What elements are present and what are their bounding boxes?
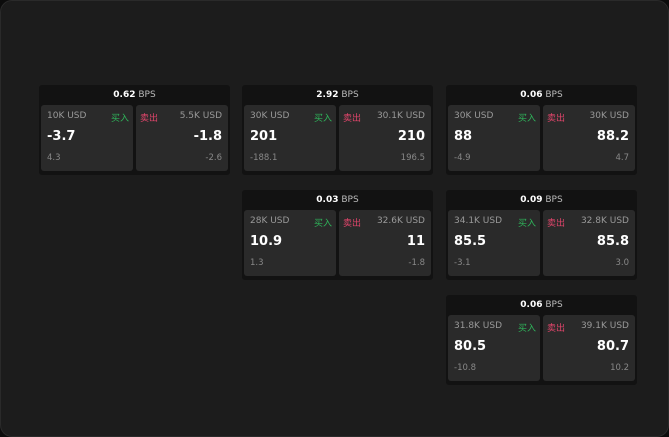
ask-price: 210 [397,129,425,144]
bid-price: -3.7 [47,129,76,144]
buy-button[interactable]: 10K USD 买入 -3.7 4.3 [41,105,133,171]
bid-change: 1.3 [250,258,264,268]
ask-change: -1.8 [408,258,425,268]
bid-quantity: 10K USD [47,111,87,121]
ask-quantity: 32.8K USD [580,216,629,226]
spread-unit: BPS [545,300,563,310]
spread-unit: BPS [138,90,156,100]
ask-price: -1.8 [193,129,222,144]
spread-value: 2.92 [316,90,339,100]
buy-button[interactable]: 34.1K USD 买入 85.5 -3.1 [448,210,540,276]
buy-label: 买入 [517,114,536,124]
quote-card: 0.09 BPS 34.1K USD 买入 85.5 -3.1 卖出 32.8K… [446,190,637,280]
spread-header: 0.06 BPS [446,85,637,105]
spread-unit: BPS [341,195,359,205]
buy-label: 买入 [517,219,536,229]
spread-value: 0.06 [520,90,543,100]
bid-price: 80.5 [454,339,487,354]
bid-price: 85.5 [454,234,487,249]
bid-change: -4.9 [454,153,471,163]
buy-button[interactable]: 31.8K USD 买入 80.5 -10.8 [448,315,540,381]
sell-label: 卖出 [343,114,362,124]
spread-header: 0.09 BPS [446,190,637,210]
ask-change: 3.0 [615,258,629,268]
bid-quantity: 30K USD [454,111,494,121]
spread-value: 0.62 [113,90,136,100]
quote-card: 0.03 BPS 28K USD 买入 10.9 1.3 卖出 32.6K US… [242,190,433,280]
spread-header: 0.03 BPS [242,190,433,210]
bid-change: -188.1 [250,153,278,163]
spread-header: 0.06 BPS [446,295,637,315]
sell-label: 卖出 [140,114,159,124]
spread-header: 2.92 BPS [242,85,433,105]
ask-price: 80.7 [596,339,629,354]
ask-change: 4.7 [615,153,629,163]
bid-quantity: 30K USD [250,111,290,121]
sell-button[interactable]: 卖出 32.8K USD 85.8 3.0 [543,210,635,276]
bid-change: -3.1 [454,258,471,268]
ask-change: -2.6 [205,153,222,163]
quote-card: 0.06 BPS 31.8K USD 买入 80.5 -10.8 卖出 39.1… [446,295,637,385]
bid-quantity: 34.1K USD [454,216,503,226]
sell-label: 卖出 [547,219,566,229]
spread-header: 0.62 BPS [39,85,230,105]
spread-unit: BPS [545,195,563,205]
ask-change: 10.2 [610,363,629,373]
ask-price: 11 [406,234,425,249]
buy-label: 买入 [110,114,129,124]
ask-quantity: 32.6K USD [376,216,425,226]
bid-quantity: 28K USD [250,216,290,226]
bid-quantity: 31.8K USD [454,321,503,331]
sell-button[interactable]: 卖出 32.6K USD 11 -1.8 [339,210,431,276]
ask-quantity: 30.1K USD [376,111,425,121]
sell-button[interactable]: 卖出 30.1K USD 210 196.5 [339,105,431,171]
bid-change: -10.8 [454,363,476,373]
buy-label: 买入 [313,219,332,229]
buy-label: 买入 [517,324,536,334]
spread-value: 0.03 [316,195,339,205]
sell-button[interactable]: 卖出 5.5K USD -1.8 -2.6 [136,105,228,171]
sell-button[interactable]: 卖出 39.1K USD 80.7 10.2 [543,315,635,381]
ask-quantity: 39.1K USD [580,321,629,331]
sell-label: 卖出 [547,114,566,124]
spread-value: 0.09 [520,195,543,205]
bid-price: 88 [454,129,473,144]
spread-unit: BPS [341,90,359,100]
buy-button[interactable]: 30K USD 买入 88 -4.9 [448,105,540,171]
bid-price: 10.9 [250,234,283,249]
buy-button[interactable]: 30K USD 买入 201 -188.1 [244,105,336,171]
bid-price: 201 [250,129,278,144]
buy-label: 买入 [313,114,332,124]
sell-label: 卖出 [343,219,362,229]
ask-price: 85.8 [596,234,629,249]
ask-price: 88.2 [596,129,629,144]
ask-quantity: 30K USD [589,111,629,121]
bid-change: 4.3 [47,153,61,163]
spread-value: 0.06 [520,300,543,310]
buy-button[interactable]: 28K USD 买入 10.9 1.3 [244,210,336,276]
quote-card: 0.06 BPS 30K USD 买入 88 -4.9 卖出 30K USD 8… [446,85,637,175]
sell-button[interactable]: 卖出 30K USD 88.2 4.7 [543,105,635,171]
spread-unit: BPS [545,90,563,100]
ask-quantity: 5.5K USD [179,111,222,121]
quote-card: 0.62 BPS 10K USD 买入 -3.7 4.3 卖出 5.5K USD… [39,85,230,175]
sell-label: 卖出 [547,324,566,334]
quote-card: 2.92 BPS 30K USD 买入 201 -188.1 卖出 30.1K … [242,85,433,175]
ask-change: 196.5 [400,153,425,163]
